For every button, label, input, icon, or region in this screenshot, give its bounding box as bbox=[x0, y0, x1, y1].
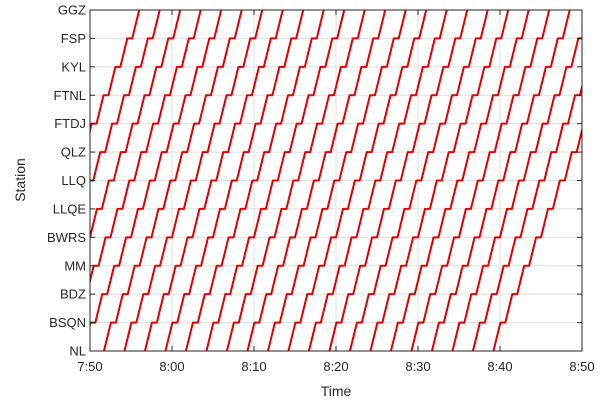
y-tick-labels: NL BSQN BDZ MM BWRS LLQE LLQ QLZ FTDJ FTNL KYL FSP G… bbox=[47, 3, 86, 359]
train-path bbox=[90, 10, 223, 329]
station-label: BSQN bbox=[49, 315, 86, 330]
series-layer bbox=[90, 10, 582, 351]
y-axis-title: Station bbox=[12, 158, 28, 202]
train-path bbox=[205, 10, 346, 351]
x-tick-label: 8:00 bbox=[159, 359, 184, 374]
station-label: BDZ bbox=[60, 287, 86, 302]
train-path bbox=[184, 10, 325, 351]
x-tick-label: 8:50 bbox=[569, 359, 594, 374]
train-path bbox=[307, 10, 448, 351]
train-path bbox=[369, 10, 510, 351]
train-path bbox=[164, 10, 305, 351]
station-label: KYL bbox=[61, 59, 86, 74]
x-tick-label: 8:10 bbox=[241, 359, 266, 374]
station-label: MM bbox=[64, 258, 86, 273]
train-path bbox=[430, 10, 571, 351]
train-path bbox=[123, 10, 264, 351]
station-label: LLQ bbox=[61, 173, 86, 188]
train-path bbox=[266, 10, 407, 351]
station-label: LLQE bbox=[53, 201, 87, 216]
train-path bbox=[90, 10, 202, 285]
train-path bbox=[287, 10, 428, 351]
station-label: QLZ bbox=[61, 145, 86, 160]
train-path bbox=[102, 10, 243, 351]
station-label: FTNL bbox=[54, 88, 87, 103]
station-label: BWRS bbox=[47, 230, 86, 245]
axis-ticks bbox=[89, 9, 583, 352]
x-tick-label: 8:30 bbox=[405, 359, 430, 374]
train-path bbox=[328, 10, 469, 351]
x-tick-labels: 7:50 8:00 8:10 8:20 8:30 8:40 8:50 bbox=[77, 359, 594, 374]
x-axis-title: Time bbox=[321, 383, 352, 399]
train-path bbox=[348, 10, 489, 351]
train-path bbox=[410, 10, 551, 351]
train-path bbox=[492, 126, 582, 351]
station-label: GGZ bbox=[58, 3, 86, 18]
station-label: NL bbox=[69, 344, 86, 359]
train-path bbox=[143, 10, 284, 351]
train-path bbox=[389, 10, 530, 351]
station-label: FSP bbox=[61, 31, 86, 46]
train-path bbox=[225, 10, 366, 351]
train-path bbox=[90, 10, 182, 239]
train-path bbox=[90, 10, 141, 135]
x-tick-label: 7:50 bbox=[77, 359, 102, 374]
x-tick-label: 8:20 bbox=[323, 359, 348, 374]
train-path bbox=[246, 10, 387, 351]
train-path bbox=[471, 82, 582, 351]
x-tick-label: 8:40 bbox=[487, 359, 512, 374]
train-path bbox=[451, 37, 582, 351]
station-label: FTDJ bbox=[54, 116, 86, 131]
